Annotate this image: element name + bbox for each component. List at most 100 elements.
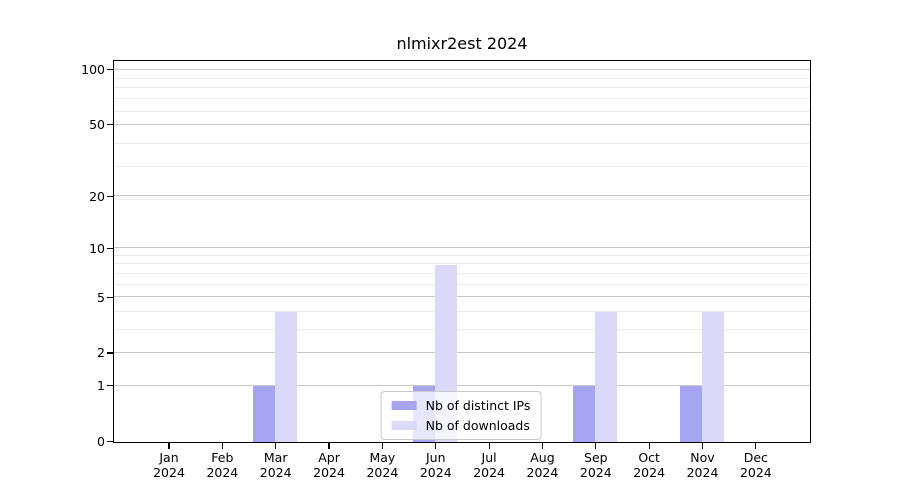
bar-distinct-ips [680,386,702,442]
x-tick-year: 2024 [579,465,612,480]
major-gridline [114,123,810,125]
x-tick [221,443,223,449]
x-tick [381,443,383,449]
major-gridline [114,351,810,353]
y-tick [106,440,113,443]
x-tick-year: 2024 [633,465,666,480]
x-tick-label: Nov 2024 [671,450,735,480]
major-gridline [114,247,810,249]
major-gridline [114,296,810,298]
x-tick [755,443,757,449]
minor-gridline [114,87,810,89]
x-tick-year: 2024 [366,465,399,480]
x-tick-year: 2024 [153,465,185,480]
legend-item: Nb of downloads [391,417,531,434]
x-tick-month: Mar [263,450,288,465]
minor-gridline [114,98,810,100]
x-tick-label: Feb 2024 [190,450,254,480]
y-tick [106,69,113,71]
x-tick-label: Oct 2024 [617,450,681,480]
x-tick-year: 2024 [473,465,505,480]
bar-downloads [275,312,298,442]
x-tick-year: 2024 [686,465,719,480]
x-tick [328,443,330,449]
minor-gridline [114,328,810,330]
y-tick-label: 0 [97,434,105,449]
x-tick-label: Aug 2024 [510,450,574,480]
y-tick [106,124,113,126]
bar-distinct-ips [253,386,276,442]
chart-title: nlmixr2est 2024 [396,34,528,53]
bar-downloads [702,312,724,442]
legend-item: Nb of distinct IPs [391,397,531,414]
x-tick-year: 2024 [739,465,772,480]
minor-gridline [114,110,810,112]
x-tick-month: Dec [743,450,768,465]
plot-area [113,60,811,443]
x-tick-month: Aug [530,450,555,465]
y-tick [106,385,113,387]
x-tick-month: Jun [425,450,446,465]
y-tick-label: 10 [89,240,105,256]
x-tick-month: Oct [638,450,660,465]
x-tick-year: 2024 [206,465,239,480]
minor-gridline [114,77,810,79]
x-tick-year: 2024 [526,465,559,480]
y-tick-label: 2 [97,345,105,361]
x-tick-year: 2024 [259,465,292,480]
major-gridline [114,195,810,197]
minor-gridline [114,263,810,265]
legend: Nb of distinct IPs Nb of downloads [380,391,542,440]
x-tick [488,443,490,449]
minor-gridline [114,272,810,274]
x-tick-label: May 2024 [350,450,414,480]
x-tick-label: Jul 2024 [457,450,521,480]
legend-label: Nb of distinct IPs [425,398,531,413]
x-tick-month: May [369,450,396,465]
minor-gridline [114,283,810,285]
y-tick-label: 1 [97,378,105,394]
minor-gridline [114,143,810,145]
x-tick-label: Jan 2024 [137,450,201,480]
y-tick-label: 50 [89,117,105,133]
x-tick-month: Sep [584,450,608,465]
x-tick-month: Jan [159,450,179,465]
x-tick-label: Apr 2024 [297,450,361,480]
major-gridline [114,68,810,70]
plot-inner [114,61,810,442]
major-gridline [114,384,810,386]
x-tick-year: 2024 [419,465,452,480]
x-tick-month: Nov [690,450,715,465]
y-tick-label: 20 [89,188,105,204]
legend-label: Nb of downloads [425,418,530,433]
y-tick-label: 100 [81,62,105,78]
x-tick [435,443,437,449]
x-tick [648,443,650,449]
y-tick [106,247,113,249]
legend-swatch [391,420,417,431]
bar-distinct-ips [573,386,596,442]
x-tick-month: Feb [211,450,234,465]
y-tick [106,296,113,298]
x-tick-label: Jun 2024 [404,450,468,480]
y-tick [106,195,113,197]
x-tick-label: Sep 2024 [564,450,628,480]
x-tick [595,443,597,449]
minor-gridline [114,255,810,256]
x-tick-label: Mar 2024 [244,450,308,480]
x-tick [275,443,277,449]
x-tick-year: 2024 [313,465,345,480]
legend-swatch [391,400,417,411]
x-tick-label: Dec 2024 [724,450,788,480]
x-tick-month: Apr [318,450,340,465]
bar-downloads [595,312,618,442]
x-tick [168,443,170,449]
y-tick [106,352,113,354]
x-tick [541,443,544,449]
minor-gridline [114,199,810,201]
y-tick-label: 5 [97,289,105,305]
minor-gridline [114,310,810,312]
x-tick [701,443,704,449]
x-tick-month: Jul [481,450,497,465]
